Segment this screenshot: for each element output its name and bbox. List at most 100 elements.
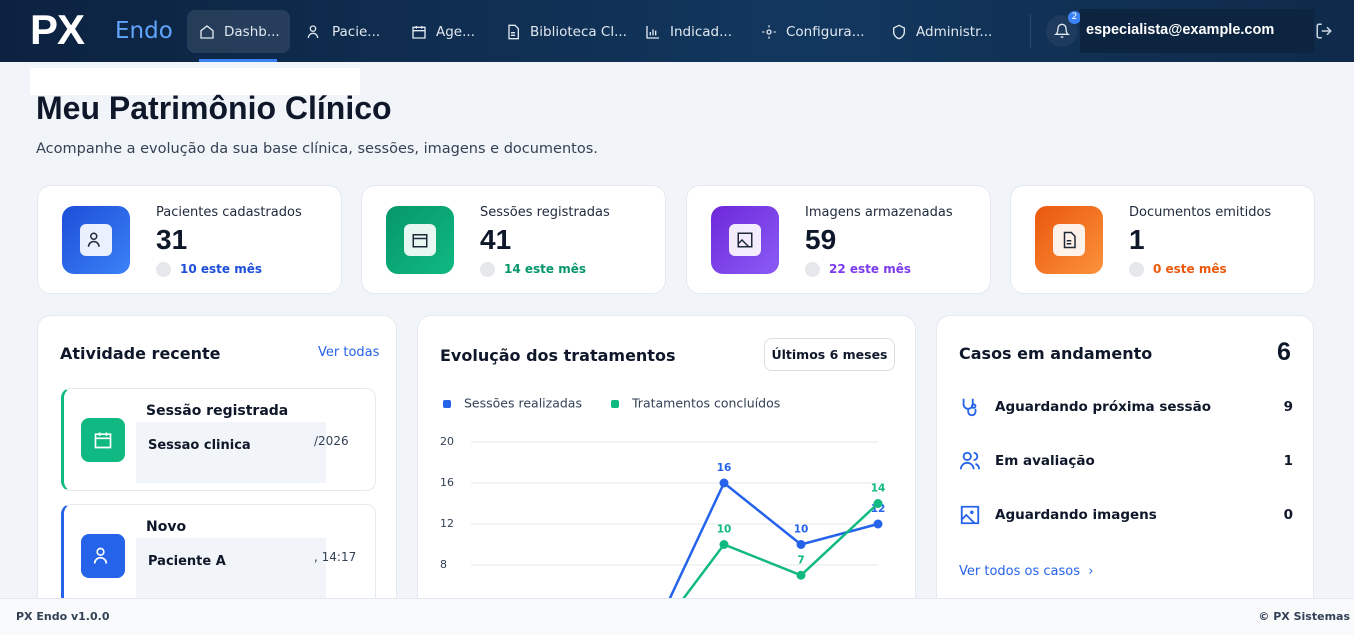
stat-label: Documentos emitidos — [1129, 205, 1272, 220]
stat-value: 1 — [1129, 224, 1145, 255]
case-row[interactable]: Aguardando imagens 0 — [959, 504, 1293, 526]
logo-text[interactable]: Endo — [115, 18, 173, 44]
panel-title: Atividade recente — [60, 344, 221, 363]
nav-icon — [893, 24, 905, 39]
stat-card: Pacientes cadastrados 31 10 este mês — [37, 185, 342, 294]
data-point — [873, 499, 883, 508]
nav-label[interactable]: Administr... — [916, 23, 993, 40]
nav-item[interactable]: Indicad... — [645, 10, 732, 53]
data-point — [796, 570, 806, 580]
data-label: 7 — [797, 554, 804, 566]
bell-icon — [1054, 23, 1070, 38]
stat-value: 59 — [805, 224, 837, 255]
stat-dot — [1129, 262, 1144, 277]
stat-icon — [1035, 206, 1103, 274]
y-tick-label: 8 — [440, 558, 447, 571]
separator — [1030, 14, 1031, 48]
nav-icon — [508, 24, 519, 39]
activity-time: /2026 — [314, 434, 349, 448]
nav-icon — [762, 24, 776, 39]
y-tick-label: 16 — [440, 476, 454, 489]
activity-item[interactable]: Sessão registrada Sessao clinica /2026 — [61, 388, 376, 491]
data-label: 10 — [717, 524, 732, 536]
logo-mark[interactable]: PX — [30, 6, 85, 53]
active-indicator — [199, 59, 277, 62]
activity-panel: Atividade recente Ver todas Sessão regis… — [37, 315, 397, 615]
stat-value: 41 — [480, 224, 512, 255]
user-email[interactable]: especialista@example.com — [1086, 22, 1275, 38]
activity-time: , 14:17 — [314, 550, 357, 564]
badge: 2 — [1068, 11, 1081, 24]
data-point — [873, 519, 883, 529]
stat-delta: 22 este mês — [829, 262, 911, 276]
active-tab — [187, 10, 290, 53]
nav-item[interactable]: Dashb... — [199, 10, 280, 53]
data-point — [719, 478, 729, 488]
nav-label[interactable]: Configura... — [786, 23, 865, 40]
data-point — [719, 540, 729, 549]
stat-label: Imagens armazenadas — [805, 205, 953, 220]
nav-item[interactable]: Biblioteca Cl... — [505, 10, 627, 53]
case-row[interactable]: Aguardando próxima sessão 9 — [959, 396, 1293, 418]
activity-icon — [81, 418, 125, 462]
data-label: 16 — [717, 462, 732, 474]
cases-total: 6 — [1277, 338, 1291, 366]
stat-card: Sessões registradas 41 14 este mês — [361, 185, 666, 294]
page-subtitle: Acompanhe a evolução da sua base clínica… — [36, 141, 598, 157]
stat-card: Imagens armazenadas 59 22 este mês — [686, 185, 991, 294]
nav-icon — [646, 25, 659, 39]
version: PX Endo v1.0.0 — [16, 610, 110, 623]
stat-delta: 0 este mês — [1153, 262, 1227, 276]
stat-value: 31 — [156, 224, 188, 255]
chart-panel: Evolução dos tratamentos Últimos 6 meses… — [417, 315, 916, 615]
stat-dot — [156, 262, 171, 277]
stat-delta: 10 este mês — [180, 262, 262, 276]
case-count: 0 — [1283, 507, 1293, 523]
link-text[interactable]: Ver todos os casos — [959, 564, 1080, 579]
case-label: Aguardando imagens — [995, 507, 1157, 523]
nav-item[interactable]: Administr... — [891, 10, 992, 53]
nav-icon — [412, 25, 426, 39]
stat-delta: 14 este mês — [504, 262, 586, 276]
series-line — [670, 502, 879, 614]
activity-item[interactable]: Novo Paciente A , 14:17 — [61, 504, 376, 607]
legend-swatch — [611, 400, 619, 408]
nav-icon — [200, 24, 214, 39]
nav-label[interactable]: Indicad... — [670, 23, 732, 40]
cases-panel: Casos em andamento 6 Aguardando próxima … — [936, 315, 1314, 615]
legend-swatch — [443, 400, 451, 408]
series-line — [661, 481, 879, 614]
nav-label[interactable]: Dashb... — [224, 23, 280, 40]
period-button[interactable]: Últimos 6 meses — [764, 338, 895, 371]
nav-icon — [307, 24, 319, 38]
case-label: Em avaliação — [995, 453, 1095, 469]
activity-title: Sessão registrada — [146, 403, 289, 419]
chart: 048121620Sessões realizadas000161012Trat… — [440, 396, 885, 614]
y-tick-label: 20 — [440, 435, 454, 448]
nav-item[interactable]: Pacie... — [307, 10, 380, 53]
nav-label[interactable]: Pacie... — [332, 23, 381, 40]
logout-icon[interactable] — [1315, 22, 1333, 40]
nav-item[interactable]: Configura... — [761, 10, 865, 53]
nav-label[interactable]: Age... — [436, 23, 475, 40]
stat-icon — [62, 206, 130, 274]
stat-icon — [386, 206, 454, 274]
nav-item[interactable]: Age... — [411, 10, 475, 53]
legend-label: Tratamentos concluídos — [631, 396, 780, 411]
stat-label: Sessões registradas — [480, 205, 610, 220]
data-label: 10 — [794, 524, 809, 536]
nav-label[interactable]: Biblioteca Cl... — [530, 23, 627, 40]
stat-label: Pacientes cadastrados — [156, 205, 302, 220]
view-all-link[interactable]: Ver todas — [318, 345, 380, 360]
copyright: © PX Sistemas — [1258, 610, 1350, 623]
legend-label: Sessões realizadas — [464, 396, 582, 411]
case-row[interactable]: Em avaliação 1 — [959, 450, 1293, 472]
stat-dot — [805, 262, 820, 277]
case-count: 1 — [1283, 453, 1293, 469]
placeholder — [30, 68, 360, 95]
top-bar: PX Endo Dashb... Pacie... Age... Biblioteca… — [0, 0, 1354, 62]
view-cases-link[interactable]: Ver todos os casos › — [959, 564, 1094, 579]
y-tick-label: 12 — [440, 517, 454, 530]
activity-subtitle: Paciente A — [136, 538, 326, 599]
